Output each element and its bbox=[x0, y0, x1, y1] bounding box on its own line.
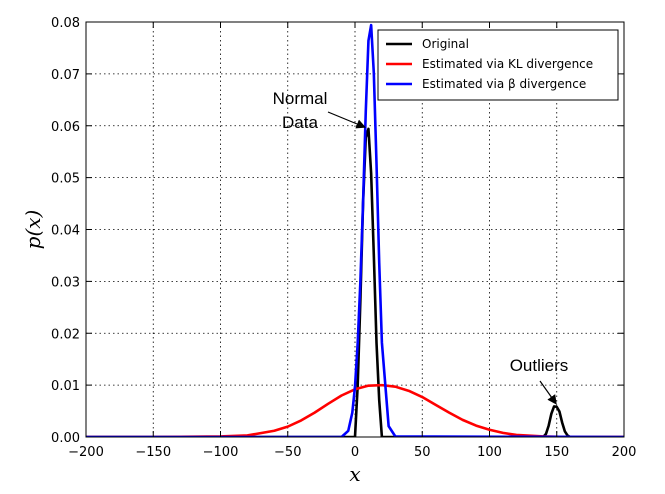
annotation-outliers-text: Outliers bbox=[510, 356, 569, 375]
series-line-2 bbox=[86, 23, 624, 437]
x-tick-label: −150 bbox=[135, 445, 171, 460]
legend-label-0: Original bbox=[422, 37, 469, 51]
y-tick-label: 0.07 bbox=[51, 68, 80, 83]
y-tick-label: 0.00 bbox=[51, 431, 80, 446]
x-tick-label: 100 bbox=[477, 445, 502, 460]
legend: Original Estimated via KL divergence Estim… bbox=[377, 29, 619, 101]
y-tick-label: 0.05 bbox=[51, 172, 80, 187]
y-tick-label: 0.08 bbox=[51, 16, 80, 31]
annotation-normal-arrow bbox=[327, 111, 366, 129]
series-lines bbox=[86, 23, 624, 437]
x-tick-label: 50 bbox=[414, 445, 431, 460]
y-tick-label: 0.04 bbox=[51, 224, 80, 239]
annotations: Normal Data Outliers bbox=[273, 89, 569, 405]
y-tick-label: 0.06 bbox=[51, 120, 80, 135]
y-tick-label: 0.01 bbox=[51, 379, 80, 394]
x-tick-label: −50 bbox=[274, 445, 301, 460]
x-axis-label: x bbox=[349, 462, 360, 486]
annotation-normal-text: Normal bbox=[273, 89, 328, 108]
x-tick-label: −100 bbox=[203, 445, 239, 460]
x-tick-label: 200 bbox=[612, 445, 637, 460]
axes: −200 −150 −100 −50 0 50 100 150 200 0.00 0.01 0.02 0… bbox=[21, 16, 636, 486]
y-tick-label: 0.02 bbox=[51, 327, 80, 342]
legend-label-2: Estimated via β divergence bbox=[422, 77, 586, 91]
legend-label-1: Estimated via KL divergence bbox=[422, 57, 593, 71]
x-tick-label: 150 bbox=[544, 445, 569, 460]
x-tick-label: 0 bbox=[351, 445, 359, 460]
annotation-normal-text: Data bbox=[282, 113, 318, 132]
series-line-1 bbox=[86, 383, 624, 437]
legend-box bbox=[377, 29, 619, 101]
y-axis-label: p(x) bbox=[21, 210, 45, 250]
x-tick-label: −200 bbox=[68, 445, 104, 460]
y-tick-label: 0.03 bbox=[51, 275, 80, 290]
annotation-outliers-arrow bbox=[539, 380, 557, 405]
